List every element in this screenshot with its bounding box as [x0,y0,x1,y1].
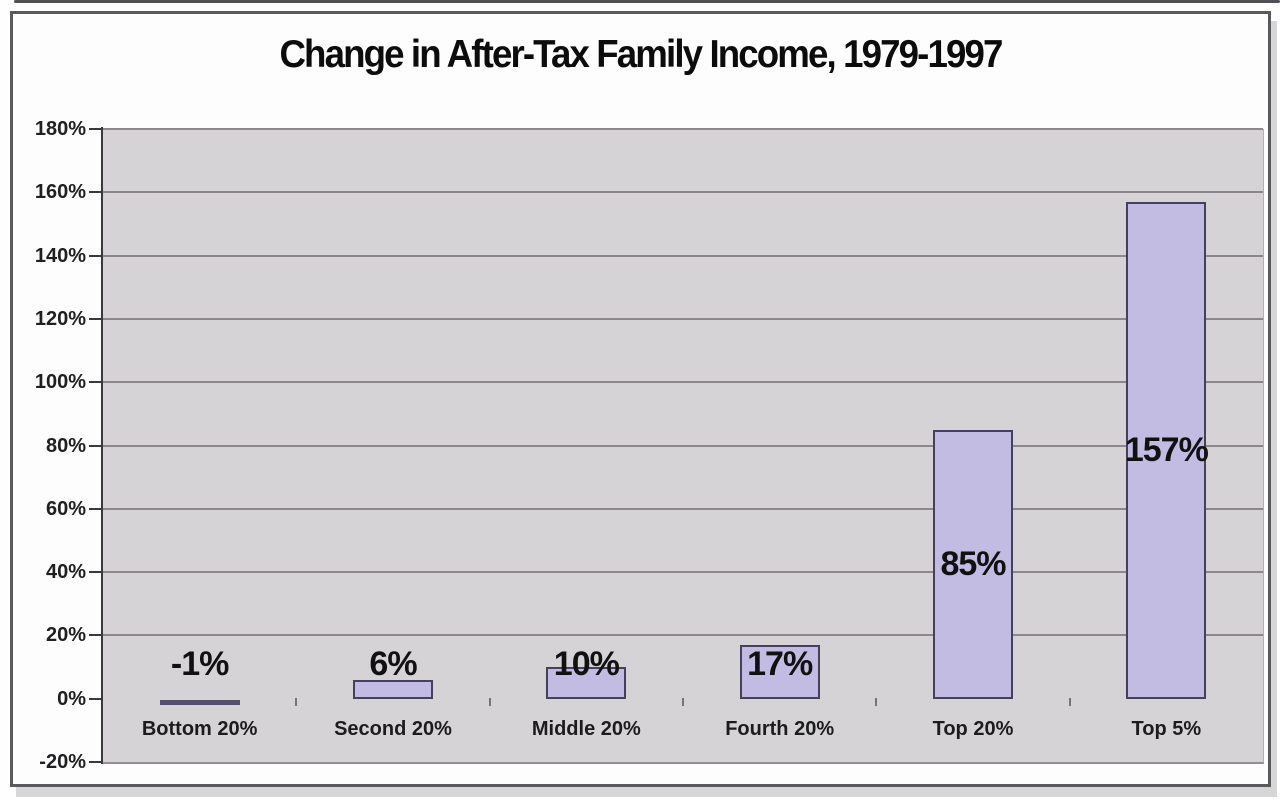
gridline-120 [103,317,1263,320]
bar-value-label: -1% [170,645,229,683]
category-boundary-tick [682,697,684,706]
category-label: Top 5% [1131,718,1202,740]
bar-middle-20- [546,666,627,699]
y-axis-tick [89,507,102,510]
category-label: Middle 20% [531,718,641,740]
bar-fourth-20- [739,644,820,699]
gridline-80 [103,444,1263,447]
bar-value-label: 10% [553,645,620,683]
category-label: Top 20% [932,718,1014,740]
y-axis-tick [89,381,102,384]
y-axis-tick [89,761,102,763]
chart-title: Change in After-Tax Family Income, 1979-… [279,33,1003,76]
y-axis-tick [89,191,102,194]
top-rule-line [14,0,1280,3]
y-axis-label: 60% [45,497,86,520]
plot-area [103,128,1264,764]
y-axis-label: 180% [34,118,86,140]
y-axis-label: 140% [34,244,86,267]
category-label: Second 20% [334,718,452,740]
bar-bottom-20- [159,699,240,705]
category-boundary-tick [295,697,298,706]
y-axis-label: 120% [34,307,86,330]
y-axis-label: 160% [34,181,86,204]
bar-value-label: 17% [747,645,813,683]
y-axis-tick [89,128,102,130]
bar-value-label: 6% [369,645,417,683]
y-axis-label: 80% [45,434,86,457]
y-axis-tick [89,571,102,574]
gridline-60 [103,507,1263,510]
category-label: Fourth 20% [725,718,835,740]
y-axis-label: 40% [45,561,86,584]
y-axis-label: -20% [39,751,86,773]
y-axis-tick [89,697,102,700]
bar-top-5- [1126,201,1207,699]
y-axis-label: 100% [34,371,86,394]
y-axis-tick [89,254,102,257]
gridline-160 [103,191,1263,194]
gridline-20 [103,634,1263,637]
category-boundary-tick [1068,697,1071,706]
bar-top-20- [933,429,1013,699]
gridline-40 [103,571,1263,574]
gridline-180 [103,128,1263,130]
gridline-140 [103,254,1263,257]
gridline-100 [103,381,1263,384]
category-label: Bottom 20% [141,718,258,740]
y-axis-tick [89,444,102,447]
y-axis-tick [89,634,102,637]
y-axis-label: 20% [45,624,86,647]
category-boundary-tick [875,697,878,706]
bar-second-20- [353,679,433,699]
y-axis-line [101,127,103,764]
y-axis-label: 0% [57,687,86,710]
bar-value-label: 157% [1124,431,1209,470]
y-axis-tick [89,317,102,320]
bar-value-label: 85% [940,545,1006,584]
category-boundary-tick [488,697,491,706]
